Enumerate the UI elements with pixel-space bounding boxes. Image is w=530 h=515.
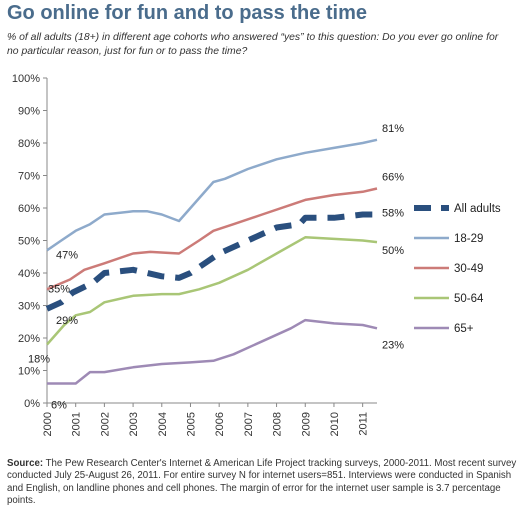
data-label: 58% — [382, 208, 404, 220]
data-label: 50% — [382, 245, 404, 257]
legend-label: 65+ — [454, 323, 474, 335]
x-tick-label: 2003 — [128, 412, 140, 436]
data-label: 66% — [382, 172, 404, 184]
x-tick-label: 2000 — [42, 412, 54, 436]
series-line-50-64 — [46, 236, 378, 346]
y-tick-label: 30% — [18, 301, 40, 313]
data-label: 6% — [51, 400, 67, 412]
source-text: The Pew Research Center's Internet & Ame… — [7, 458, 517, 507]
x-tick-label: 2002 — [99, 412, 111, 436]
x-tick-label: 2004 — [157, 412, 169, 436]
source-note: Source: The Pew Research Center's Intern… — [7, 458, 522, 508]
x-tick-label: 2001 — [71, 412, 83, 436]
y-tick-label: 50% — [18, 236, 40, 248]
chart-title: Go online for fun and to pass the time — [7, 2, 368, 24]
series-line-all-adults — [45, 211, 377, 312]
line-chart: 0% 10% 20% 30% 40% 50% 60% 70% 80% 90% 100% 2000 200… — [12, 73, 501, 436]
legend-label: All adults — [454, 203, 501, 215]
data-label: 23% — [382, 339, 404, 351]
x-tick-label: 2011 — [358, 412, 370, 436]
source-label: Source: — [7, 458, 44, 469]
y-tick-label: 100% — [12, 73, 40, 85]
data-label: 18% — [28, 354, 50, 366]
y-tick-label: 0% — [24, 398, 40, 410]
y-tick-label: 20% — [18, 333, 40, 345]
series-line-30-49 — [46, 187, 378, 291]
x-tick-label: 2008 — [272, 412, 284, 436]
legend-label: 30-49 — [454, 263, 483, 275]
y-tick-label: 90% — [18, 106, 40, 118]
y-tick-label: 60% — [18, 203, 40, 215]
y-tick-label: 40% — [18, 268, 40, 280]
series-line-18-29 — [46, 138, 378, 252]
series-line-65- — [47, 318, 378, 385]
chart-subtitle: % of all adults (18+) in different age c… — [7, 32, 499, 57]
x-tick-label: 2005 — [185, 412, 197, 436]
legend-label: 50-64 — [454, 293, 484, 305]
x-tick-label: 2010 — [329, 412, 341, 436]
x-tick-label: 2007 — [243, 412, 255, 436]
data-label: 29% — [56, 315, 78, 327]
y-tick-label: 70% — [18, 171, 40, 183]
data-label: 81% — [382, 123, 404, 135]
x-tick-label: 2009 — [300, 412, 312, 436]
x-tick-label: 2006 — [214, 412, 226, 436]
y-tick-label: 80% — [18, 138, 40, 150]
data-label: 47% — [56, 249, 78, 261]
legend-label: 18-29 — [454, 233, 483, 245]
data-label: 35% — [48, 283, 70, 295]
y-tick-label: 10% — [18, 366, 40, 378]
